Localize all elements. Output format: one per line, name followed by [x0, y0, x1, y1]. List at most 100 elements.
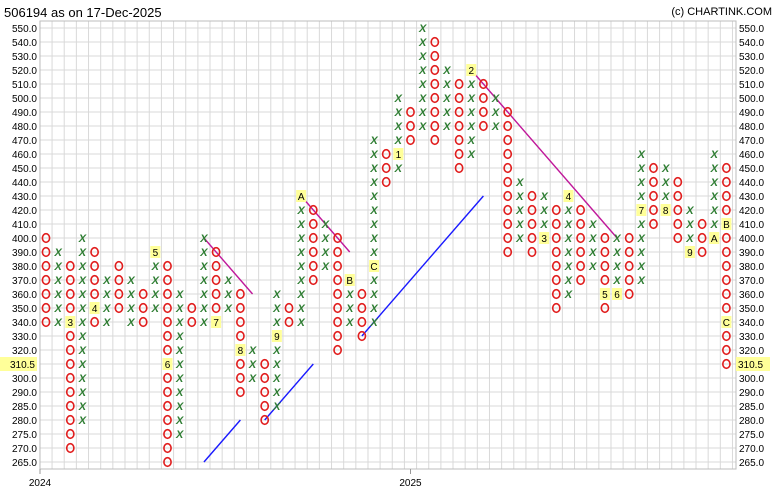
- month-label-box: [684, 246, 695, 258]
- x-mark: X: [248, 373, 257, 385]
- x-mark: X: [710, 177, 719, 189]
- o-mark: [673, 204, 683, 216]
- o-mark: [503, 232, 513, 244]
- y-tick-label-left: 370.0: [12, 276, 37, 287]
- o-mark: [333, 260, 342, 272]
- x-mark: X: [199, 247, 208, 259]
- x-mark: X: [539, 219, 548, 231]
- x-mark: X: [321, 219, 330, 231]
- chart-title: 506194 as on 17-Dec-2025: [4, 5, 162, 20]
- o-mark: [235, 386, 245, 398]
- o-mark: [454, 106, 464, 118]
- x-mark: X: [491, 107, 500, 119]
- x-mark: X: [126, 289, 135, 301]
- o-mark: [163, 400, 172, 412]
- y-tick-label-right: 530.0: [739, 52, 764, 63]
- o-mark: [527, 218, 537, 230]
- y-tick-label-left: 500.0: [12, 94, 37, 105]
- y-tick-label-right: 540.0: [739, 38, 764, 49]
- y-tick-label-left: 285.0: [12, 402, 37, 413]
- x-mark: X: [442, 107, 451, 119]
- o-mark: [503, 134, 513, 146]
- x-mark: X: [612, 247, 621, 259]
- x-mark: X: [612, 233, 621, 245]
- o-mark: [163, 316, 172, 328]
- x-mark: X: [296, 289, 305, 301]
- o-mark: [41, 274, 51, 286]
- o-mark: [65, 288, 75, 300]
- month-label-box: [612, 288, 623, 300]
- x-mark: X: [272, 387, 281, 399]
- o-mark: [211, 260, 221, 272]
- o-mark: [722, 176, 731, 188]
- x-mark: X: [442, 93, 451, 105]
- y-tick-label-left: 340.0: [12, 318, 37, 329]
- x-mark: X: [394, 163, 403, 175]
- x-mark: X: [564, 261, 573, 273]
- o-mark: [235, 302, 245, 314]
- o-mark: [90, 274, 99, 286]
- month-label-box: [271, 330, 282, 342]
- x-mark: X: [637, 191, 646, 203]
- x-mark: X: [296, 247, 305, 259]
- x-mark: X: [175, 387, 184, 399]
- x-mark: X: [515, 205, 524, 217]
- o-mark: [503, 190, 513, 202]
- x-mark: X: [369, 191, 378, 203]
- month-label-box: [660, 204, 671, 216]
- x-mark: X: [685, 205, 694, 217]
- x-mark: X: [78, 331, 87, 343]
- trendline-resistance: [300, 195, 351, 253]
- y-tick-label-right: 520.0: [739, 66, 764, 77]
- x-mark: X: [467, 135, 476, 147]
- x-mark: X: [394, 121, 403, 133]
- x-mark: X: [369, 303, 378, 315]
- o-mark: [308, 218, 318, 230]
- x-mark: X: [442, 65, 451, 77]
- x-mark: X: [612, 275, 621, 287]
- y-tick-label-left: 360.0: [12, 290, 37, 301]
- trendline-support: [361, 195, 484, 337]
- o-mark: [381, 162, 391, 174]
- o-mark: [722, 274, 731, 286]
- y-tick-label-left: 290.0: [12, 388, 37, 399]
- o-mark: [649, 204, 658, 216]
- x-mark: X: [321, 261, 330, 273]
- o-mark: [551, 302, 561, 314]
- trendline-support: [203, 419, 241, 463]
- o-mark: [235, 358, 245, 370]
- x-mark: X: [442, 79, 451, 91]
- o-mark: [673, 190, 683, 202]
- y-tick-label-right: 430.0: [739, 192, 764, 203]
- o-mark: [673, 176, 683, 188]
- o-mark: [624, 274, 634, 286]
- o-mark: [576, 218, 585, 230]
- x-mark: X: [199, 289, 208, 301]
- x-mark: X: [564, 247, 573, 259]
- x-mark: X: [369, 289, 378, 301]
- y-tick-label-right: 470.0: [739, 136, 764, 147]
- x-mark: X: [175, 401, 184, 413]
- o-mark: [163, 288, 172, 300]
- o-mark: [381, 176, 391, 188]
- x-mark: X: [78, 415, 87, 427]
- o-mark: [260, 414, 270, 426]
- o-mark: [722, 302, 731, 314]
- month-label: 4: [566, 192, 572, 203]
- o-mark: [308, 260, 318, 272]
- x-mark: X: [272, 317, 281, 329]
- o-mark: [503, 162, 513, 174]
- y-tick-label-left: 530.0: [12, 52, 37, 63]
- y-tick-label-right: 360.0: [739, 290, 764, 301]
- o-mark: [163, 344, 172, 356]
- month-label: 5: [602, 290, 608, 301]
- month-label-box: [211, 316, 222, 328]
- y-tick-label-left: 390.0: [12, 248, 37, 259]
- x-mark: X: [369, 205, 378, 217]
- x-mark: X: [296, 275, 305, 287]
- x-mark: X: [175, 415, 184, 427]
- o-mark: [284, 316, 294, 328]
- x-mark: X: [637, 275, 646, 287]
- o-mark: [722, 246, 731, 258]
